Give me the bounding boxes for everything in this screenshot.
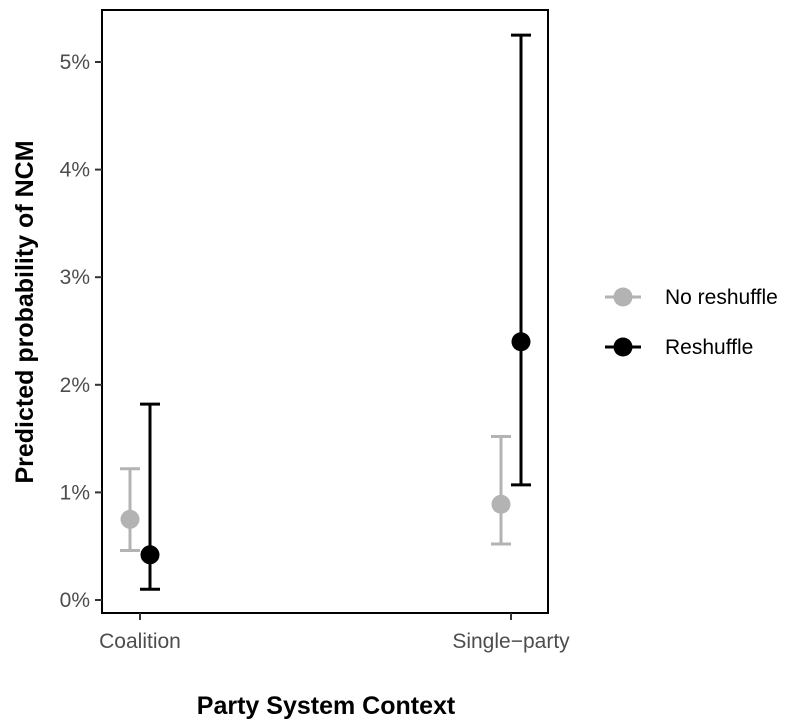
legend-label: No reshuffle bbox=[665, 286, 778, 309]
y-tick-label: 2% bbox=[60, 374, 90, 397]
x-axis-title: Party System Context bbox=[197, 692, 456, 720]
data-point bbox=[120, 509, 140, 529]
legend-key-point bbox=[613, 337, 633, 357]
y-tick-label: 0% bbox=[60, 589, 90, 612]
y-axis: 0% 1% 2% 3% 4% 5% bbox=[60, 51, 102, 612]
legend-label: Reshuffle bbox=[665, 336, 753, 359]
plot-panel bbox=[101, 9, 549, 614]
y-tick-label: 4% bbox=[60, 159, 90, 182]
legend-key-point bbox=[613, 287, 633, 307]
x-tick-label: Single−party bbox=[452, 630, 570, 653]
data-point bbox=[511, 332, 531, 352]
y-tick-label: 3% bbox=[60, 266, 90, 289]
y-tick-label: 5% bbox=[60, 51, 90, 74]
x-tick-label: Coalition bbox=[99, 630, 181, 653]
y-tick-label: 1% bbox=[60, 481, 90, 504]
data-point bbox=[140, 545, 160, 565]
legend: No reshuffle Reshuffle bbox=[605, 286, 778, 359]
data-marks bbox=[120, 33, 531, 591]
x-axis: Coalition Single−party bbox=[99, 613, 570, 653]
data-point bbox=[491, 494, 511, 514]
y-axis-title: Predicted probability of NCM bbox=[11, 140, 39, 483]
